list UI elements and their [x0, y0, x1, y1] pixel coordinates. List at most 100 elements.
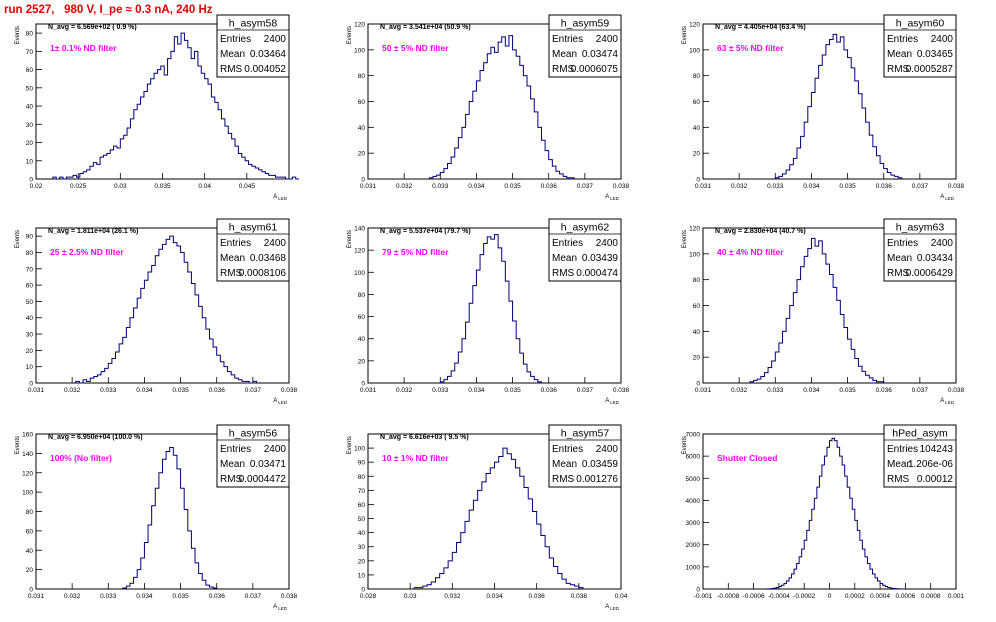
stats-label: Mean [552, 459, 577, 470]
histogram-line [749, 237, 885, 383]
x-tick-label: 0.035 [504, 387, 521, 394]
stats-box: h_asym62 Entries 2400 Mean 0.03439 RMS 0.00047… [548, 218, 622, 282]
y-tick-label: 40 [26, 315, 34, 322]
x-axis-label: ALED [273, 194, 288, 201]
x-tick-label: -0.0004 [768, 593, 790, 600]
stats-label: RMS [220, 268, 243, 279]
stats-value: 2400 [264, 238, 287, 249]
stats-label: Entries [552, 34, 583, 45]
histogram-panel-h_asym58: 0 10 20 30 40 50 60 70 80 0.02 0.025 0.03 0.035 0.04 0… [15, 14, 300, 201]
histogram-line [52, 32, 300, 180]
plot-frame [35, 227, 290, 384]
stats-label: RMS [220, 474, 243, 485]
x-tick-label: 0.025 [70, 183, 87, 190]
filter-annotation: 63 ± 5% ND filter [717, 43, 784, 53]
stats-box: h_asym57 Entries 2400 Mean 0.03459 RMS 0.00127… [548, 424, 622, 488]
stats-box-frame [216, 14, 290, 78]
y-tick-label: 10 [26, 158, 34, 165]
stats-box: h_asym56 Entries 2400 Mean 0.03471 RMS0.00044… [216, 424, 290, 488]
y-tick-label: 70 [26, 266, 34, 273]
x-tick-label: 0 [828, 593, 832, 600]
y-tick-label: 1000 [686, 564, 701, 571]
y-tick-label: 100 [354, 446, 365, 453]
y-tick-label: 120 [354, 248, 365, 255]
x-tick-label: 0.032 [731, 183, 748, 190]
y-tick-label: 80 [358, 73, 366, 80]
y-tick-label: 20 [693, 355, 701, 362]
stats-value: 2400 [264, 444, 287, 455]
x-tick-label: 0.038 [281, 387, 298, 394]
stats-label: Mean [220, 49, 245, 60]
y-axis-label: Events [15, 26, 21, 44]
stats-label: Entries [220, 238, 251, 249]
y-tick-label: 20 [358, 358, 366, 365]
y-tick-label: 30 [26, 122, 34, 129]
y-tick-label: 10 [26, 364, 34, 371]
x-tick-label: 0.032 [64, 387, 81, 394]
y-tick-label: 80 [358, 292, 366, 299]
filter-annotation: 79 ± 5% ND filter [382, 247, 449, 257]
hist-title: N_avg = 4.405e+04 (63.4 %) [715, 24, 806, 31]
stats-label: Entries [220, 444, 251, 455]
x-tick-label: 0.04 [198, 183, 211, 190]
y-tick-label: 60 [358, 502, 366, 509]
y-tick-label: 90 [358, 460, 366, 467]
x-tick-label: 0.031 [28, 387, 45, 394]
x-tick-label: 0.031 [695, 183, 712, 190]
y-tick-label: 4000 [686, 498, 701, 505]
y-tick-label: 80 [26, 31, 34, 38]
stats-value: 0.0006429 [906, 268, 954, 279]
hist-title: N_avg = 6.616e+03 ( 9.5 %) [380, 434, 469, 441]
y-tick-label: 40 [693, 329, 701, 336]
stats-box-frame [883, 14, 957, 78]
y-tick-label: 30 [26, 332, 34, 339]
x-tick-label: 0.032 [64, 593, 81, 600]
stats-value: 0.03459 [582, 459, 619, 470]
y-tick-label: 100 [354, 47, 365, 54]
stats-label: Mean [220, 253, 245, 264]
x-axis-label: ALED [940, 194, 955, 201]
stats-label: Mean [887, 253, 912, 264]
histogram-panel-h_asym57: 0 10 20 30 40 50 60 70 80 90 100 0.028 0.03 0.032 0.03… [347, 424, 628, 611]
y-tick-label: 160 [22, 432, 33, 439]
y-tick-label: 5000 [686, 476, 701, 483]
x-tick-label: 0.04 [615, 593, 628, 600]
y-tick-label: 70 [358, 488, 366, 495]
hist-title: N_avg = 3.541e+04 (50.9 %) [380, 24, 471, 31]
x-tick-label: -0.0008 [717, 593, 739, 600]
x-tick-label: 0.035 [504, 183, 521, 190]
y-tick-label: 60 [358, 314, 366, 321]
y-tick-label: 60 [358, 99, 366, 106]
stats-box-name: h_asym56 [229, 428, 278, 440]
stats-label: RMS [887, 64, 910, 75]
stats-box-frame [216, 218, 290, 282]
x-axis-label: ALED [605, 398, 620, 405]
x-tick-label: 0.033 [767, 387, 784, 394]
stats-box: h_asym58 Entries 2400 Mean 0.03464 RMS 0.00405… [216, 14, 290, 78]
filter-annotation: 25 ± 2.5% ND filter [50, 247, 124, 257]
y-tick-label: 6000 [686, 454, 701, 461]
filter-annotation: Shutter Closed [717, 453, 777, 463]
histogram-panel-h_asym63: 0 20 40 60 80 100 120 0.031 0.032 0.033 0.034 0.035… [682, 218, 965, 405]
stats-value: 2400 [931, 238, 954, 249]
y-tick-label: 100 [689, 251, 700, 258]
y-tick-label: 120 [689, 22, 700, 29]
y-tick-label: 0 [29, 587, 33, 594]
hist-title: N_avg = 5.537e+04 (79.7 %) [380, 228, 471, 235]
stats-value: 0.03434 [917, 253, 954, 264]
x-tick-label: 0.0006 [895, 593, 915, 600]
x-tick-label: 0.031 [360, 387, 377, 394]
stats-box-name: h_asym63 [896, 222, 945, 234]
x-tick-label: 0.033 [100, 387, 117, 394]
x-tick-label: 0.034 [486, 593, 503, 600]
stats-value: 0.03468 [250, 253, 287, 264]
stats-box-frame [548, 218, 622, 282]
stats-value: 0.001276 [576, 474, 618, 485]
x-tick-label: 0.035 [154, 183, 171, 190]
x-tick-label: -0.001 [694, 593, 713, 600]
y-tick-label: 60 [26, 283, 34, 290]
x-axis-label: ALED [273, 604, 288, 611]
stats-box-name: hPed_asym [892, 428, 948, 440]
x-axis-label: ALED [605, 194, 620, 201]
